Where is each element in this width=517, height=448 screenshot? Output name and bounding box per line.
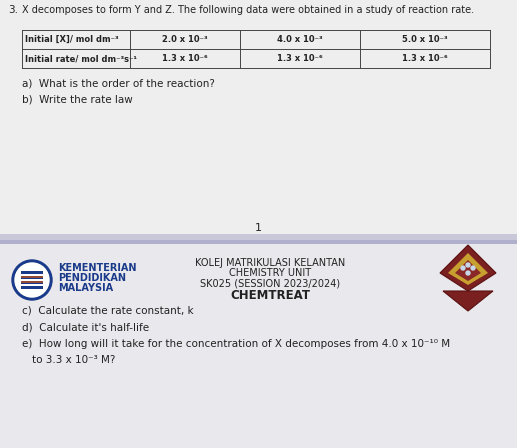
FancyBboxPatch shape xyxy=(21,276,43,279)
Text: e)  How long will it take for the concentration of X decomposes from 4.0 x 10⁻¹⁰: e) How long will it take for the concent… xyxy=(22,339,450,349)
Text: to 3.3 x 10⁻³ M?: to 3.3 x 10⁻³ M? xyxy=(32,355,115,365)
Text: 3.: 3. xyxy=(8,5,18,15)
Circle shape xyxy=(466,271,470,275)
Text: a)  What is the order of the reaction?: a) What is the order of the reaction? xyxy=(22,78,215,88)
Text: 1.3 x 10⁻⁶: 1.3 x 10⁻⁶ xyxy=(162,54,208,63)
FancyBboxPatch shape xyxy=(0,0,517,243)
Text: SK025 (SESSION 2023/2024): SK025 (SESSION 2023/2024) xyxy=(200,278,340,288)
Text: Initial rate/ mol dm⁻³s⁻¹: Initial rate/ mol dm⁻³s⁻¹ xyxy=(25,54,137,63)
Text: CHEMTREAT: CHEMTREAT xyxy=(230,289,310,302)
Text: Initial [X]/ mol dm⁻³: Initial [X]/ mol dm⁻³ xyxy=(25,35,118,44)
Text: KOLEJ MATRIKULASI KELANTAN: KOLEJ MATRIKULASI KELANTAN xyxy=(195,258,345,268)
Text: 4.0 x 10⁻³: 4.0 x 10⁻³ xyxy=(277,35,323,44)
Text: 1: 1 xyxy=(254,223,262,233)
FancyBboxPatch shape xyxy=(0,234,517,240)
Text: 2.0 x 10⁻³: 2.0 x 10⁻³ xyxy=(162,35,208,44)
Polygon shape xyxy=(443,291,493,311)
Text: 1.3 x 10⁻⁶: 1.3 x 10⁻⁶ xyxy=(402,54,448,63)
Text: PENDIDIKAN: PENDIDIKAN xyxy=(58,273,126,283)
Circle shape xyxy=(12,260,52,300)
FancyBboxPatch shape xyxy=(21,271,43,273)
Text: KEMENTERIAN: KEMENTERIAN xyxy=(58,263,136,273)
FancyBboxPatch shape xyxy=(21,280,43,284)
FancyBboxPatch shape xyxy=(0,240,517,244)
Text: b)  Write the rate law: b) Write the rate law xyxy=(22,94,133,104)
Circle shape xyxy=(15,263,49,297)
Circle shape xyxy=(461,266,465,270)
Text: 5.0 x 10⁻³: 5.0 x 10⁻³ xyxy=(402,35,448,44)
FancyBboxPatch shape xyxy=(21,276,43,278)
Polygon shape xyxy=(455,260,481,281)
Text: 1.3 x 10⁻⁶: 1.3 x 10⁻⁶ xyxy=(277,54,323,63)
FancyBboxPatch shape xyxy=(0,243,517,448)
Text: c)  Calculate the rate constant, k: c) Calculate the rate constant, k xyxy=(22,305,194,315)
Text: X decomposes to form Y and Z. The following data were obtained in a study of rea: X decomposes to form Y and Z. The follow… xyxy=(22,5,474,15)
FancyBboxPatch shape xyxy=(21,285,43,289)
Text: d)  Calculate it's half-life: d) Calculate it's half-life xyxy=(22,322,149,332)
Circle shape xyxy=(466,263,470,267)
FancyBboxPatch shape xyxy=(21,281,43,283)
Circle shape xyxy=(471,266,475,270)
Text: MALAYSIA: MALAYSIA xyxy=(58,283,113,293)
Polygon shape xyxy=(448,253,488,285)
Text: CHEMISTRY UNIT: CHEMISTRY UNIT xyxy=(229,268,311,278)
Polygon shape xyxy=(440,245,496,291)
